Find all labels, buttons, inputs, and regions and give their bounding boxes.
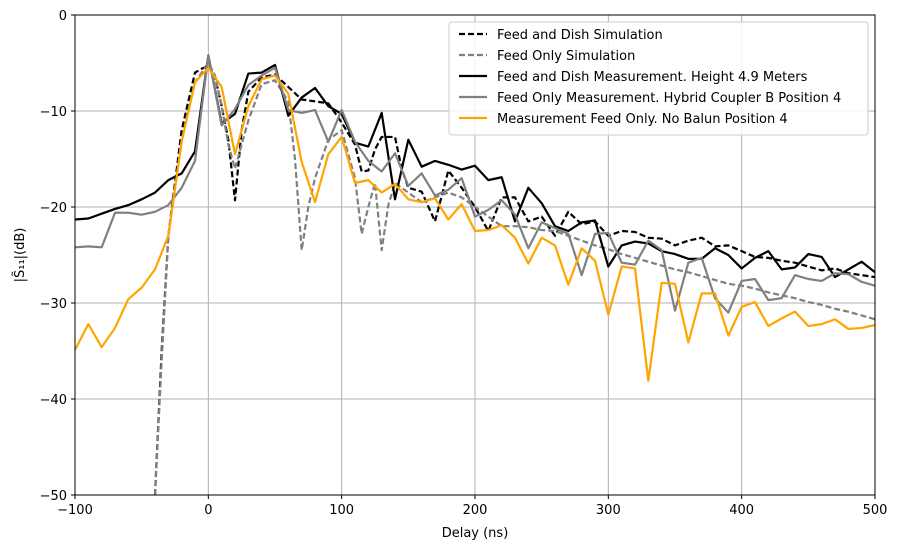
y-tick-label: 0 <box>59 9 67 24</box>
y-tick-label: −30 <box>40 297 67 312</box>
y-tick-label: −20 <box>40 201 67 216</box>
series-layer <box>75 54 875 495</box>
x-tick-label: −100 <box>57 503 93 518</box>
x-axis-label: Delay (ns) <box>442 526 509 541</box>
x-tick-label: 100 <box>329 503 354 518</box>
series-line-4 <box>75 54 875 314</box>
y-tick-label: −10 <box>40 105 67 120</box>
legend-label: Measurement Feed Only. No Balun Position… <box>497 112 788 127</box>
legend-label: Feed and Dish Simulation <box>497 28 663 43</box>
x-tick-label: 200 <box>463 503 488 518</box>
x-tick-label: 500 <box>863 503 888 518</box>
x-tick-label: 300 <box>596 503 621 518</box>
legend: Feed and Dish Simulation Feed Only Simula… <box>448 21 869 136</box>
x-axis: −100 0 100 200 300 400 500 <box>57 495 887 518</box>
series-line-5 <box>75 66 875 382</box>
series-line-2 <box>153 61 875 495</box>
x-tick-label: 0 <box>204 503 212 518</box>
y-tick-label: −40 <box>40 393 67 408</box>
y-tick-label: −50 <box>40 489 67 504</box>
y-axis-label: |S̃₁₁|(dB) <box>13 228 28 283</box>
legend-box <box>448 21 869 136</box>
x-tick-label: 400 <box>729 503 754 518</box>
series-group <box>75 54 875 495</box>
legend-label: Feed Only Measurement. Hybrid Coupler B … <box>497 91 841 106</box>
series-line-1 <box>153 64 875 495</box>
y-axis: 0 −10 −20 −30 −40 −50 <box>40 9 75 504</box>
legend-label: Feed and Dish Measurement. Height 4.9 Me… <box>497 70 808 85</box>
legend-label: Feed Only Simulation <box>497 49 635 64</box>
